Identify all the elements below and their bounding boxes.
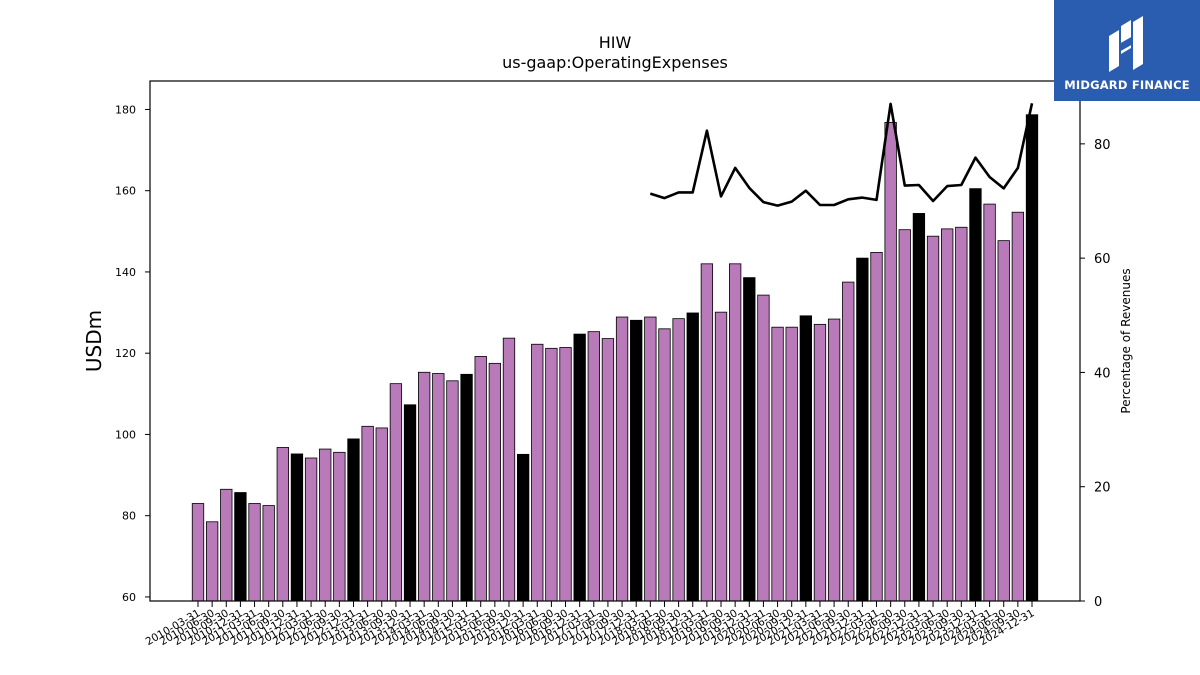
y-axis-ticks: 60 80 100 120 140 160 180 (115, 103, 150, 604)
bar-2012-09-30 (333, 451, 346, 602)
chart-title: HIW (599, 33, 632, 52)
bar-2017-12-31 (630, 319, 643, 602)
bar-2014-06-30 (432, 373, 445, 602)
bar-2014-09-30 (446, 380, 459, 602)
y-tick-label: 180 (115, 103, 136, 116)
bar-2021-09-30 (842, 281, 855, 602)
y-tick-label: 160 (115, 185, 136, 198)
bar-2018-09-30 (672, 318, 685, 602)
bar-2019-03-31 (700, 263, 714, 602)
y2-tick-label: 0 (1094, 595, 1102, 610)
y2-axis-ticks: 0 20 40 60 80 (1080, 138, 1111, 610)
bar-2023-03-31 (926, 235, 940, 602)
bar-2015-09-30 (502, 337, 516, 602)
bar-2014-03-31 (418, 371, 431, 602)
bar-2010-12-31 (234, 492, 247, 602)
y-tick-label: 80 (122, 510, 136, 523)
bar-2017-09-30 (615, 316, 629, 602)
bar-2014-12-31 (460, 373, 473, 602)
bar-2024-03-31 (983, 203, 996, 602)
bar-2020-12-31 (799, 315, 812, 602)
bar-2019-06-30 (714, 311, 728, 602)
bars-layer (191, 114, 1039, 602)
brand-logo: MIDGARD FINANCE (1054, 0, 1200, 101)
bar-2019-12-31 (743, 277, 756, 602)
y2-tick-label: 20 (1094, 481, 1111, 496)
y-tick-label: 100 (115, 428, 136, 441)
bar-2024-06-30 (997, 240, 1010, 602)
bar-2016-03-31 (531, 343, 544, 602)
bar-2022-06-30 (884, 122, 897, 602)
y-tick-label: 120 (115, 347, 136, 360)
bar-2021-12-31 (856, 257, 869, 602)
bar-2011-12-31 (290, 453, 304, 602)
bar-2013-12-31 (403, 404, 417, 602)
plot-frame (149, 80, 1081, 602)
bar-2016-09-30 (559, 347, 572, 602)
bar-2021-03-31 (813, 323, 827, 602)
bar-2010-09-30 (220, 488, 233, 602)
bar-2013-06-30 (375, 427, 388, 602)
bar-2024-12-31 (1025, 114, 1039, 602)
bar-2019-09-30 (729, 263, 742, 602)
bar-2010-06-30 (205, 521, 219, 602)
line-series (649, 102, 1034, 207)
bar-2018-12-31 (686, 312, 699, 602)
bar-2020-09-30 (785, 326, 798, 602)
midgard-logo-icon (1109, 15, 1143, 72)
bar-2011-03-31 (248, 503, 261, 602)
y2-tick-label: 60 (1094, 252, 1111, 267)
bar-2023-06-30 (941, 228, 954, 602)
bar-2022-09-30 (898, 229, 911, 602)
bar-2016-12-31 (573, 333, 586, 602)
bar-2015-03-31 (474, 356, 487, 602)
bar-2013-09-30 (389, 383, 403, 602)
chart-subtitle: us-gaap:OperatingExpenses (502, 53, 728, 72)
bar-2012-06-30 (319, 448, 332, 602)
y2-axis-label: Percentage of Revenues (1119, 268, 1133, 413)
bar-2016-06-30 (545, 347, 558, 602)
bar-2011-06-30 (262, 505, 275, 602)
bar-2010-03-31 (191, 503, 205, 602)
y2-tick-label: 80 (1094, 138, 1111, 153)
bar-2012-03-31 (304, 457, 318, 602)
bar-2015-12-31 (516, 453, 530, 602)
x-axis-ticks: 2010-03-312010-06-302010-09-302010-12-31… (144, 601, 1037, 648)
bar-2024-09-30 (1011, 211, 1025, 602)
bar-2018-06-30 (658, 328, 671, 602)
y-tick-label: 140 (115, 266, 136, 279)
y-axis-label: USDm (82, 310, 106, 372)
bar-2022-12-31 (912, 213, 926, 602)
bar-2012-12-31 (347, 438, 360, 602)
bar-2013-03-31 (361, 425, 374, 602)
bar-2015-06-30 (488, 362, 501, 602)
y2-tick-label: 40 (1094, 366, 1111, 381)
bar-2011-09-30 (276, 447, 289, 602)
bar-2018-03-31 (644, 316, 657, 602)
bar-2022-03-31 (870, 252, 883, 602)
bar-2017-06-30 (601, 338, 615, 602)
bar-2023-12-31 (969, 188, 982, 602)
bar-2020-03-31 (757, 294, 770, 602)
bar-2017-03-31 (587, 331, 600, 602)
brand-name: MIDGARD FINANCE (1064, 77, 1190, 92)
y-tick-label: 60 (122, 591, 136, 604)
bar-2023-09-30 (955, 226, 968, 602)
bar-2020-06-30 (771, 326, 784, 602)
bar-2021-06-30 (827, 318, 841, 602)
